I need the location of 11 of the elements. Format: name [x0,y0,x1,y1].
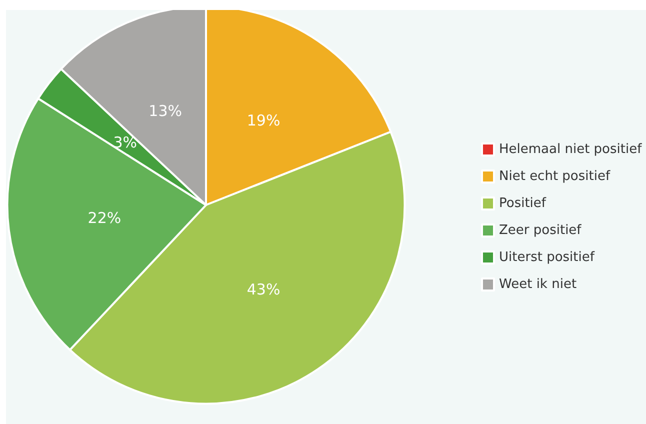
legend-label: Zeer positief [499,223,582,238]
legend-label: Niet echt positief [499,169,610,184]
data-label: 19% [246,111,280,130]
legend-label: Weet ik niet [499,277,577,292]
data-label: 22% [88,208,122,227]
legend-label: Helemaal niet positief [499,142,642,157]
legend-label: Uiterst positief [499,250,595,265]
legend-label: Positief [499,196,546,211]
data-label: 13% [148,102,182,120]
data-label: 3% [113,133,138,152]
data-label: 43% [246,280,280,299]
